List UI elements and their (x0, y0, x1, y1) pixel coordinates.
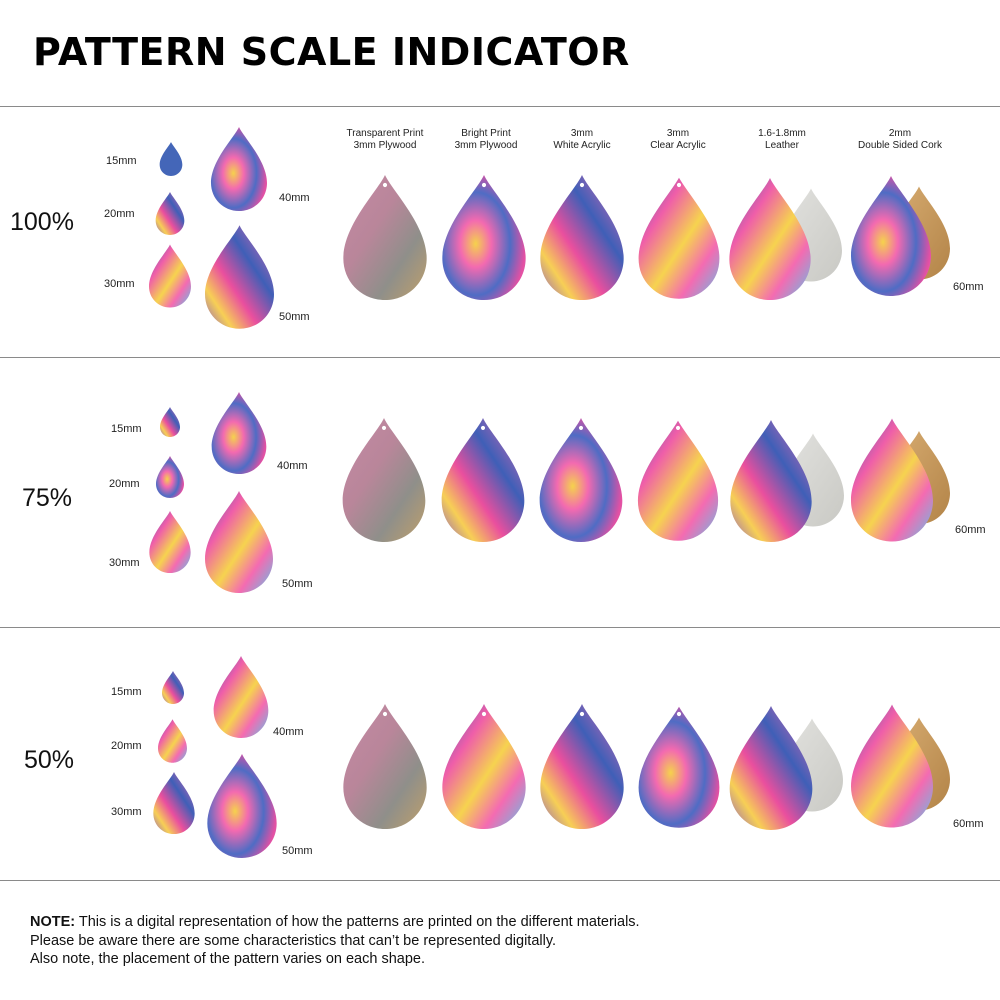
teardrop-sample (205, 491, 273, 593)
size-label: 50mm (282, 578, 313, 590)
size-label: 60mm (953, 281, 984, 293)
note-text: This is a digital representation of how … (75, 914, 640, 930)
page-title: PATTERN SCALE INDICATOR (33, 30, 630, 74)
divider (0, 627, 1000, 628)
size-label: 20mm (109, 478, 140, 490)
note-line: Also note, the placement of the pattern … (30, 951, 425, 967)
size-label: 30mm (109, 557, 140, 569)
size-label: 15mm (106, 155, 137, 167)
scale-label: 50% (24, 746, 75, 774)
teardrop-bright-plywood (442, 175, 526, 300)
teardrop-sample (213, 656, 269, 738)
divider (0, 106, 1000, 107)
teardrop-cork (851, 418, 933, 542)
size-label: 15mm (111, 686, 142, 698)
teardrop-sample (211, 127, 267, 211)
size-label: 40mm (273, 726, 304, 738)
material-header: 2mm Double Sided Cork (858, 128, 942, 151)
size-label: 60mm (953, 818, 984, 830)
teardrop-clear-acrylic (636, 175, 722, 300)
teardrop-clear-acrylic (635, 418, 721, 542)
teardrop-leather (729, 706, 813, 830)
teardrop-bright-plywood (442, 704, 526, 829)
divider (0, 880, 1000, 881)
size-label: 20mm (104, 208, 135, 220)
teardrop-leather (729, 178, 811, 300)
material-header: Bright Print 3mm Plywood (454, 128, 518, 151)
teardrop-transparent-plywood (343, 704, 427, 829)
note-line: NOTE: This is a digital representation o… (30, 913, 640, 932)
teardrop-sample (159, 142, 183, 176)
teardrop-sample (211, 392, 267, 474)
teardrop-white-acrylic (539, 418, 623, 542)
note-lead: NOTE: (30, 914, 76, 930)
size-label: 15mm (111, 423, 142, 435)
teardrop-sample (207, 754, 277, 858)
teardrop-sample (149, 244, 191, 308)
teardrop-sample (160, 407, 180, 437)
size-label: 40mm (277, 460, 308, 472)
size-label: 60mm (955, 524, 986, 536)
material-header: 3mm White Acrylic (553, 128, 611, 151)
scale-label: 75% (22, 484, 73, 512)
teardrop-bright-plywood (441, 418, 525, 542)
teardrop-white-acrylic (540, 704, 624, 829)
teardrop-sample (156, 456, 184, 498)
teardrop-leather (730, 420, 812, 542)
teardrop-sample (155, 192, 185, 235)
teardrop-transparent-plywood (342, 418, 426, 542)
size-label: 40mm (279, 192, 310, 204)
teardrop-sample (149, 511, 191, 573)
teardrop-transparent-plywood (343, 175, 427, 300)
material-header: 1.6-1.8mm Leather (758, 128, 806, 151)
disclaimer-note: NOTE: This is a digital representation o… (30, 913, 640, 969)
teardrop-cork (851, 704, 933, 828)
size-label: 50mm (279, 311, 310, 323)
size-label: 30mm (104, 278, 135, 290)
teardrop-sample (162, 671, 184, 704)
material-header: Transparent Print 3mm Plywood (346, 128, 424, 151)
teardrop-sample (158, 719, 187, 763)
size-label: 30mm (111, 806, 142, 818)
teardrop-white-acrylic (540, 175, 624, 300)
divider (0, 357, 1000, 358)
material-header: 3mm Clear Acrylic (650, 128, 706, 151)
size-label: 50mm (282, 845, 313, 857)
teardrop-clear-acrylic (636, 704, 722, 829)
teardrop-sample (205, 225, 274, 329)
size-label: 20mm (111, 740, 142, 752)
note-line: Please be aware there are some character… (30, 932, 557, 949)
scale-label: 100% (10, 208, 74, 236)
teardrop-cork (851, 176, 931, 296)
teardrop-sample (153, 772, 195, 834)
